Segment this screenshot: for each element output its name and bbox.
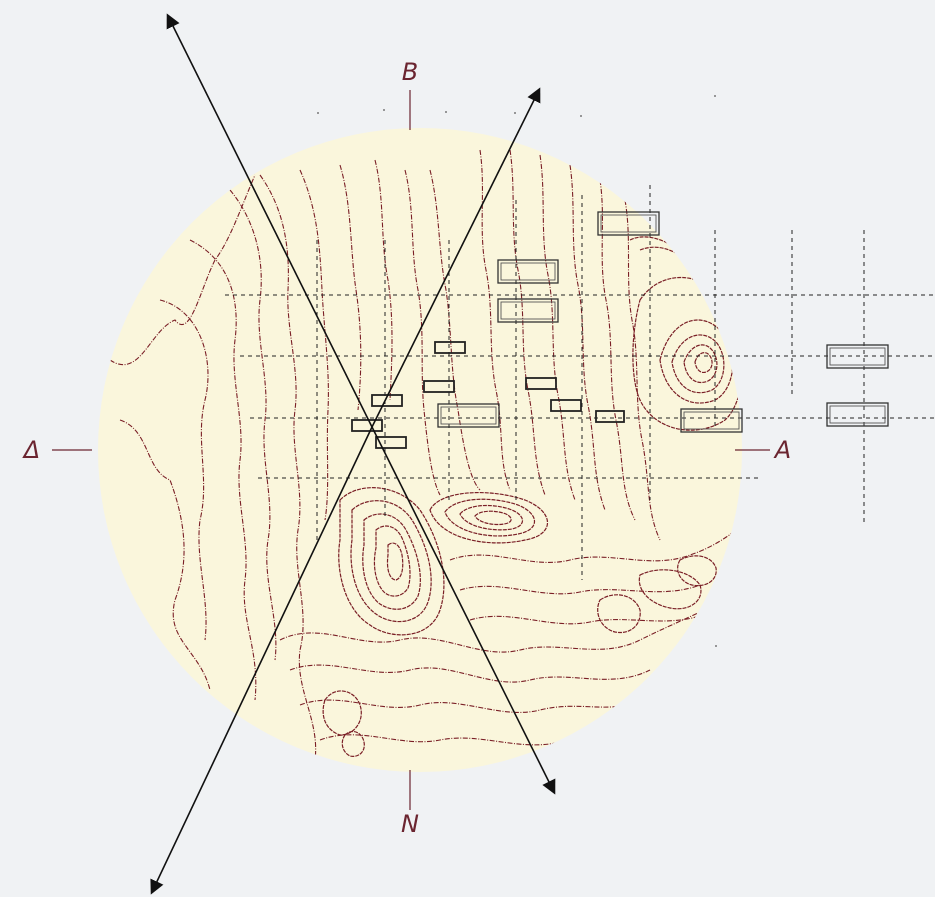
compass-label-north: B	[402, 58, 418, 86]
site-marker	[497, 259, 559, 284]
scatter-dots	[317, 95, 717, 647]
site-marker	[525, 377, 557, 390]
site-marker	[595, 410, 625, 423]
site-marker	[550, 399, 582, 412]
site-marker	[351, 419, 383, 432]
site-marker	[434, 341, 466, 354]
axis-arrows	[150, 13, 556, 895]
map-disc	[98, 128, 742, 772]
compass-label-east: A	[773, 436, 791, 464]
site-marker	[423, 380, 455, 393]
site-marker	[826, 344, 889, 369]
arrow-southwest	[150, 426, 373, 895]
compass-ticks	[52, 90, 770, 810]
compass-label-south: N	[401, 810, 419, 838]
site-marker	[680, 408, 743, 433]
survey-grid	[225, 185, 935, 580]
arrow-southeast	[371, 426, 556, 795]
site-marker	[437, 403, 500, 428]
compass-label-west: Δ	[22, 436, 40, 464]
site-marker	[375, 436, 407, 449]
site-marker	[826, 402, 889, 427]
site-marker	[497, 298, 559, 323]
site-markers	[351, 211, 889, 449]
arrow-northwest	[166, 13, 373, 428]
site-marker	[597, 211, 660, 236]
arrow-northeast	[371, 87, 541, 428]
